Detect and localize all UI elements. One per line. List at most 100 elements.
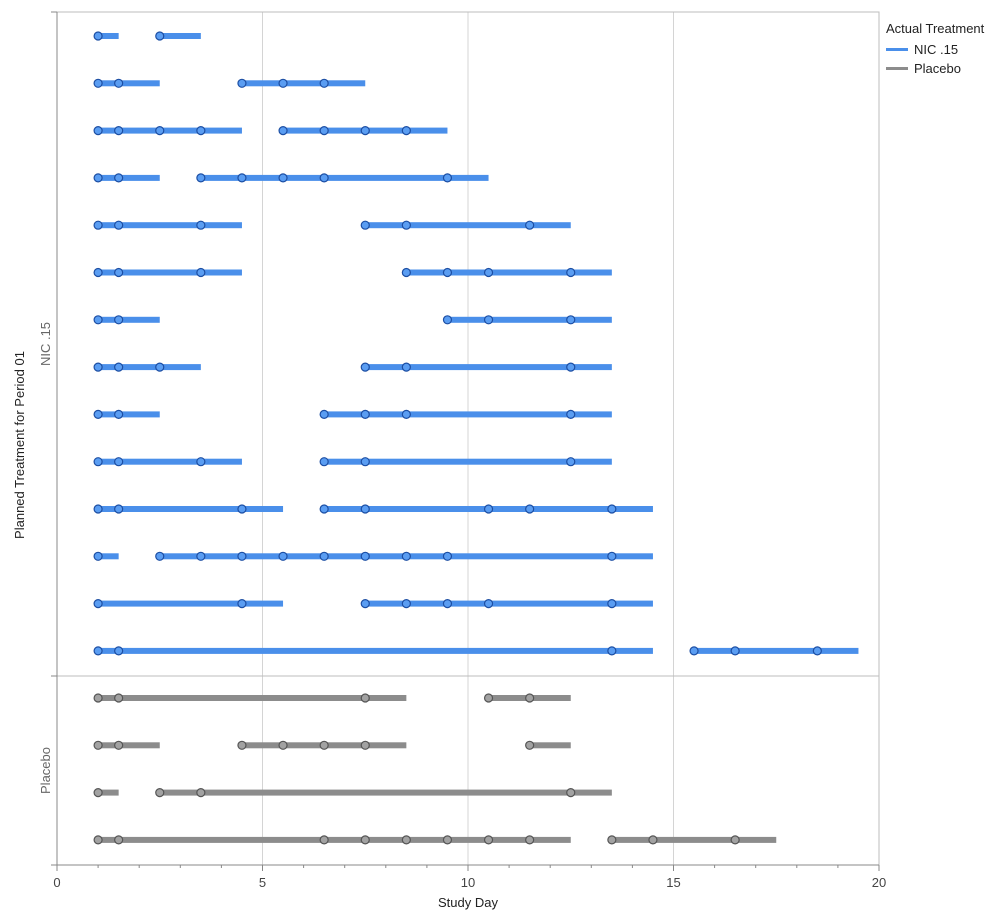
visit-marker xyxy=(93,646,103,656)
visit-marker xyxy=(319,835,329,845)
visit-marker xyxy=(114,126,124,136)
treatment-bar xyxy=(200,174,489,181)
visit-marker xyxy=(319,126,329,136)
visit-marker xyxy=(607,835,617,845)
legend-title: Actual Treatment xyxy=(886,21,985,36)
x-tick-label: 0 xyxy=(53,875,60,890)
visit-marker xyxy=(566,409,576,419)
plot-frame xyxy=(51,11,880,866)
visit-marker xyxy=(93,78,103,88)
visit-marker xyxy=(401,598,411,609)
visit-marker xyxy=(525,220,535,230)
visit-marker xyxy=(114,646,124,656)
visit-marker xyxy=(360,835,370,845)
visit-marker xyxy=(114,835,124,845)
y-group-label: Placebo xyxy=(38,747,53,794)
visit-marker xyxy=(155,126,165,136)
visit-marker xyxy=(319,551,329,561)
visit-marker xyxy=(196,220,206,230)
treatment-bar xyxy=(98,742,160,749)
y-group-label: NIC .15 xyxy=(38,322,53,366)
visit-marker xyxy=(155,31,165,41)
treatment-bar xyxy=(98,174,160,181)
treatment-bar xyxy=(98,80,160,87)
visit-marker xyxy=(566,362,576,372)
visit-marker xyxy=(648,835,658,845)
visit-marker xyxy=(360,598,370,609)
visit-marker xyxy=(114,315,124,325)
x-tick-label: 5 xyxy=(259,875,266,890)
legend: Actual Treatment NIC .15 Placebo xyxy=(886,21,996,78)
visit-marker xyxy=(607,646,617,656)
treatment-bar xyxy=(98,600,284,607)
visit-marker xyxy=(114,267,124,278)
visit-marker xyxy=(360,126,370,136)
legend-label-nic: NIC .15 xyxy=(914,42,959,57)
visit-marker xyxy=(401,267,411,278)
visit-marker xyxy=(483,835,494,845)
visit-marker xyxy=(155,551,165,561)
visit-marker xyxy=(114,173,124,183)
x-tick-label: 15 xyxy=(666,875,680,890)
visit-marker xyxy=(196,126,206,136)
visit-marker xyxy=(360,740,370,750)
legend-entry-nic[interactable]: NIC .15 xyxy=(886,40,996,59)
x-axis-title: Study Day xyxy=(438,895,498,910)
visit-marker xyxy=(566,315,576,325)
visit-marker xyxy=(93,126,103,136)
visit-marker xyxy=(319,173,329,183)
visit-marker xyxy=(483,504,494,514)
treatment-bar xyxy=(98,411,160,418)
visit-marker xyxy=(93,598,103,609)
visit-marker xyxy=(319,457,329,467)
visit-marker xyxy=(278,173,288,183)
visit-marker xyxy=(442,173,453,183)
visit-marker xyxy=(93,315,103,325)
legend-swatch-placebo xyxy=(886,67,908,70)
treatment-bar xyxy=(98,553,119,560)
legend-swatch-nic xyxy=(886,48,908,51)
visit-marker xyxy=(812,646,822,656)
visit-marker xyxy=(196,457,206,467)
treatment-bar xyxy=(611,836,777,843)
visit-marker xyxy=(237,740,247,750)
visit-marker xyxy=(401,362,411,372)
visit-marker xyxy=(114,362,124,372)
visit-marker xyxy=(278,740,288,750)
treatment-bar xyxy=(365,222,571,229)
visit-marker xyxy=(401,126,411,136)
visit-marker xyxy=(93,835,103,845)
visit-marker xyxy=(155,362,165,372)
treatment-bar xyxy=(98,836,571,843)
visit-marker xyxy=(278,551,288,561)
visit-marker xyxy=(525,504,535,514)
treatment-bar xyxy=(159,789,612,796)
gridlines xyxy=(262,12,674,865)
legend-entry-placebo[interactable]: Placebo xyxy=(886,59,996,78)
visit-marker xyxy=(237,78,247,88)
treatment-bar xyxy=(98,506,284,512)
visit-marker xyxy=(237,551,247,561)
x-tick-label: 10 xyxy=(461,875,475,890)
visit-marker xyxy=(360,504,370,514)
treatment-bar xyxy=(241,80,366,87)
visit-marker xyxy=(360,457,370,467)
visit-marker xyxy=(196,267,206,278)
visit-marker xyxy=(442,267,453,278)
visit-marker xyxy=(93,173,103,183)
treatment-bar xyxy=(694,647,859,654)
treatment-bar xyxy=(365,364,612,371)
visit-marker xyxy=(442,551,453,561)
subject-bars xyxy=(98,33,859,843)
treatment-bar xyxy=(98,364,201,371)
treatment-bar xyxy=(98,647,653,654)
visit-marker xyxy=(360,409,370,419)
visit-marker xyxy=(401,551,411,561)
treatment-bar xyxy=(98,789,119,796)
visit-marker xyxy=(401,409,411,419)
visit-markers xyxy=(93,31,822,845)
visit-marker xyxy=(360,362,370,372)
visit-marker xyxy=(360,220,370,230)
visit-marker xyxy=(93,457,103,467)
